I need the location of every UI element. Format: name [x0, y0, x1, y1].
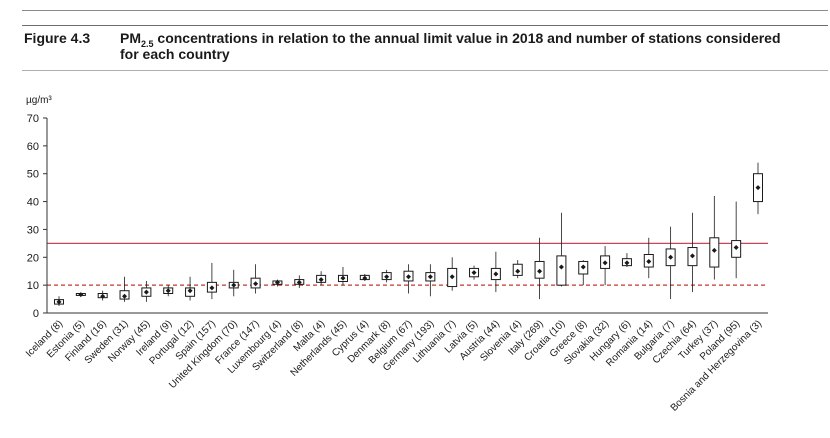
y-tick-label: 70: [27, 113, 39, 125]
median-marker: [602, 260, 608, 266]
box-8: [228, 269, 239, 297]
box-14: [359, 274, 370, 281]
median-marker: [646, 258, 652, 264]
median-marker: [689, 253, 695, 259]
y-tick-label: 50: [27, 169, 39, 181]
median-marker: [755, 185, 761, 191]
box-5: [163, 285, 174, 297]
box-32: [753, 162, 763, 215]
box-12: [316, 271, 327, 286]
median-marker: [165, 288, 171, 294]
median-marker: [296, 279, 302, 285]
box-16: [403, 264, 414, 294]
median-marker: [318, 277, 324, 283]
y-tick-label: 0: [33, 308, 39, 320]
median-marker: [187, 288, 193, 294]
x-tick-labels: Iceland (8)Estonia (5)Finland (16)Sweden…: [24, 318, 764, 413]
title-bottom-rule: [22, 70, 828, 71]
box-17: [425, 264, 436, 297]
median-marker: [733, 245, 739, 251]
box-1: [75, 292, 86, 298]
median-marker: [100, 293, 106, 299]
box-29: [687, 212, 698, 293]
reference-lines: [47, 242, 768, 286]
figure-title: PM2.5 concentrations in relation to the …: [120, 30, 800, 62]
y-tick-label: 30: [27, 224, 39, 236]
box-3: [119, 276, 130, 302]
box-2: [97, 290, 108, 301]
box-10: [272, 279, 283, 287]
box-27: [643, 237, 654, 279]
box-25: [600, 246, 611, 286]
box-0: [54, 296, 64, 307]
y-tick-label: 20: [27, 252, 39, 264]
box-30: [709, 196, 720, 280]
box-26: [621, 253, 632, 268]
title-subscript: 2.5: [141, 38, 154, 49]
median-marker: [558, 264, 564, 270]
median-marker: [580, 264, 586, 270]
median-marker: [406, 274, 411, 280]
median-marker: [362, 275, 368, 281]
boxes: [54, 162, 763, 307]
median-marker: [493, 271, 499, 277]
box-13: [337, 267, 348, 286]
y-tick-label: 10: [27, 280, 39, 292]
median-marker: [449, 274, 455, 280]
box-9: [250, 264, 261, 294]
box-20: [490, 251, 501, 293]
box-rect: [556, 255, 567, 286]
median-marker: [515, 268, 521, 274]
box-23: [556, 212, 567, 287]
y-tick-label: 40: [27, 197, 39, 209]
box-4: [141, 280, 152, 302]
title-rest: concentrations in relation to the annual…: [120, 30, 781, 62]
median-marker: [209, 285, 215, 291]
box-15: [381, 269, 392, 283]
median-marker: [253, 281, 259, 287]
box-28: [665, 226, 676, 300]
median-marker: [274, 279, 280, 285]
box-24: [578, 260, 589, 286]
figure-label: Figure 4.3: [24, 30, 91, 46]
median-marker: [340, 275, 346, 281]
y-axis-label: µg/m³: [26, 95, 52, 106]
box-11: [294, 275, 305, 288]
median-marker: [711, 247, 717, 253]
median-marker: [471, 270, 477, 276]
box-21: [512, 260, 523, 279]
box-19: [469, 265, 480, 280]
top-rule: [22, 10, 828, 11]
header-rule: [22, 25, 828, 26]
axes: 0 10 20 30 40 50 60 70: [27, 113, 768, 320]
median-marker: [668, 254, 674, 260]
median-marker: [56, 299, 62, 305]
median-marker: [624, 260, 630, 266]
box-6: [185, 276, 196, 301]
y-tick-label: 60: [27, 141, 39, 153]
title-pm: PM: [120, 30, 141, 46]
box-18: [447, 257, 458, 291]
median-marker: [384, 274, 390, 280]
median-marker: [231, 282, 237, 288]
median-marker: [143, 289, 149, 295]
box-7: [206, 262, 217, 300]
box-31: [731, 201, 742, 279]
median-marker: [122, 293, 128, 299]
box-22: [534, 237, 545, 300]
median-marker: [78, 292, 84, 298]
median-marker: [427, 274, 433, 280]
median-marker: [537, 268, 543, 274]
